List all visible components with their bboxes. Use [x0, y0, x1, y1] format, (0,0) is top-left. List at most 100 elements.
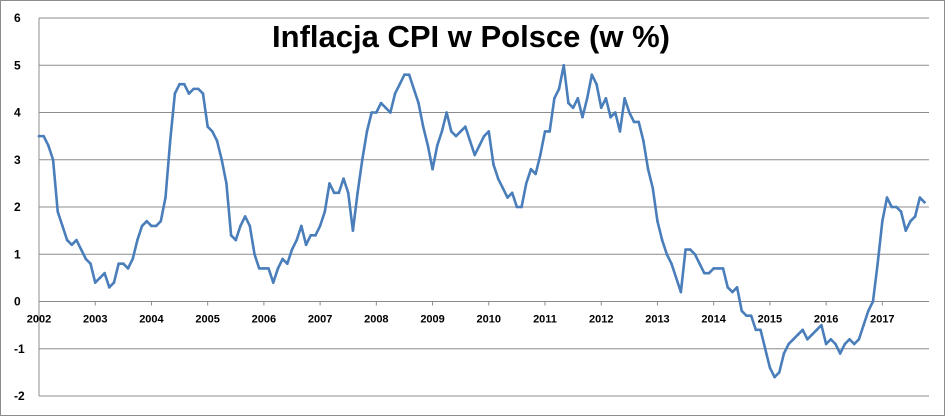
- data-point: [674, 276, 678, 280]
- data-point: [885, 196, 889, 199]
- data-point: [698, 262, 701, 266]
- data-point: [346, 191, 350, 195]
- data-point: [229, 234, 233, 237]
- data-point: [557, 87, 561, 91]
- data-point: [168, 139, 172, 143]
- data-point: [838, 352, 842, 355]
- data-point: [604, 97, 608, 100]
- data-point: [510, 191, 514, 195]
- data-point: [524, 182, 528, 185]
- data-point: [351, 229, 355, 232]
- data-point: [520, 205, 523, 209]
- data-point: [79, 248, 83, 251]
- data-point: [84, 257, 88, 261]
- data-point: [468, 139, 472, 143]
- data-point: [534, 172, 537, 176]
- data-point: [628, 111, 631, 114]
- data-point: [553, 97, 556, 100]
- data-point: [660, 238, 664, 242]
- data-point: [323, 210, 327, 214]
- data-point: [107, 286, 111, 289]
- y-tick-label: 1: [14, 247, 21, 261]
- data-point: [459, 130, 462, 133]
- data-point: [881, 219, 884, 223]
- data-point: [154, 224, 158, 228]
- data-point: [206, 125, 209, 128]
- x-tick-label: 2004: [139, 314, 164, 326]
- data-point: [318, 224, 322, 228]
- y-tick-label: -2: [14, 389, 25, 403]
- data-point: [417, 101, 420, 105]
- x-tick-label: 2016: [814, 314, 838, 326]
- data-point: [117, 262, 120, 266]
- data-point: [201, 92, 205, 95]
- x-tick-label: 2008: [364, 314, 388, 326]
- x-tick-label: 2014: [701, 314, 726, 326]
- data-point: [332, 191, 336, 195]
- data-point: [515, 205, 519, 209]
- data-point: [688, 248, 692, 251]
- data-point: [843, 342, 847, 346]
- data-point: [440, 130, 444, 133]
- data-point: [173, 92, 177, 95]
- x-tick-label: 2005: [195, 314, 219, 326]
- data-point: [820, 323, 823, 327]
- data-point: [267, 267, 270, 270]
- data-point: [693, 252, 697, 256]
- data-point: [257, 267, 261, 270]
- data-point: [360, 158, 364, 162]
- data-point: [829, 338, 833, 341]
- data-point: [721, 267, 725, 270]
- data-point: [75, 238, 78, 242]
- x-tick-label: 2012: [589, 314, 613, 326]
- data-point: [182, 82, 186, 86]
- data-point: [262, 267, 266, 270]
- data-point: [37, 134, 41, 138]
- data-point: [576, 97, 580, 100]
- data-point: [609, 115, 612, 119]
- data-point: [482, 134, 486, 138]
- data-point: [487, 130, 491, 133]
- data-point: [211, 130, 214, 133]
- data-point: [740, 309, 744, 313]
- data-point: [777, 371, 781, 374]
- data-point: [665, 252, 669, 256]
- data-point: [651, 186, 655, 190]
- y-tick-label: 3: [14, 153, 21, 167]
- data-point: [450, 130, 453, 133]
- data-point: [796, 333, 800, 336]
- data-point: [421, 125, 425, 128]
- data-point: [745, 314, 748, 317]
- data-point: [496, 177, 500, 180]
- data-point: [749, 314, 753, 317]
- data-point: [164, 196, 167, 199]
- data-point: [782, 352, 786, 355]
- data-point: [806, 338, 809, 341]
- grid-lines: [38, 17, 929, 397]
- data-point: [93, 281, 97, 284]
- data-point: [646, 167, 650, 171]
- data-point: [857, 338, 861, 341]
- data-point: [187, 92, 191, 95]
- data-point: [403, 73, 406, 76]
- data-point: [276, 267, 280, 270]
- data-point: [773, 375, 776, 379]
- data-point: [426, 144, 430, 147]
- data-point: [314, 234, 317, 237]
- data-point: [801, 328, 804, 332]
- data-point: [159, 219, 163, 223]
- data-point: [300, 224, 303, 228]
- data-point: [112, 281, 116, 284]
- data-point: [356, 191, 359, 195]
- data-point: [56, 210, 60, 214]
- data-point: [679, 290, 683, 294]
- data-point: [192, 87, 195, 91]
- y-tick-label: 6: [14, 11, 21, 25]
- data-point: [642, 139, 645, 143]
- series-layer: [37, 63, 926, 379]
- data-point: [398, 82, 402, 86]
- data-point: [290, 248, 294, 251]
- data-point: [225, 182, 228, 185]
- data-point: [866, 309, 870, 313]
